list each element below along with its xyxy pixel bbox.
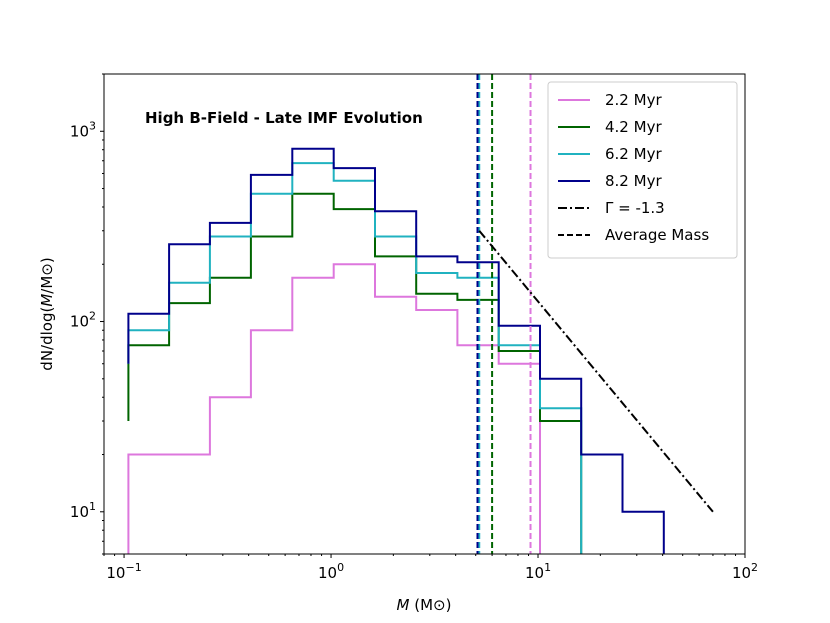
chart-annotation: High B-Field - Late IMF Evolution [145, 109, 423, 127]
legend-label: 6.2 Myr [605, 145, 662, 163]
legend-label: 2.2 Myr [605, 91, 662, 109]
x-tick-label: 101 [525, 561, 551, 582]
legend-label: 8.2 Myr [605, 172, 662, 190]
x-tick-label: 10−1 [106, 561, 141, 582]
legend-box [547, 81, 738, 259]
y-tick-label: 101 [70, 500, 96, 521]
x-tick-label: 102 [732, 561, 758, 582]
legend-label: Γ = -1.3 [605, 199, 665, 217]
y-tick-label: 102 [70, 310, 96, 331]
power-law-line [478, 230, 714, 513]
legend-label: 4.2 Myr [605, 118, 662, 136]
series-line-4 [127, 147, 665, 554]
legend-label: Average Mass [605, 226, 709, 244]
series-line-2 [127, 192, 583, 554]
series-line-3 [127, 162, 583, 554]
y-tick-label: 103 [70, 119, 96, 140]
legend: 2.2 Myr 4.2 Myr 6.2 Myr 8.2 Myr Γ = -1.3 Aver… [547, 81, 738, 259]
plot-frame [103, 73, 746, 555]
x-axis-label: M (M⊙) [397, 596, 452, 614]
x-tick-label: 100 [318, 561, 344, 582]
y-axis-label: dN/dlog(M/M⊙) [38, 257, 56, 370]
series-line-1 [127, 263, 541, 554]
